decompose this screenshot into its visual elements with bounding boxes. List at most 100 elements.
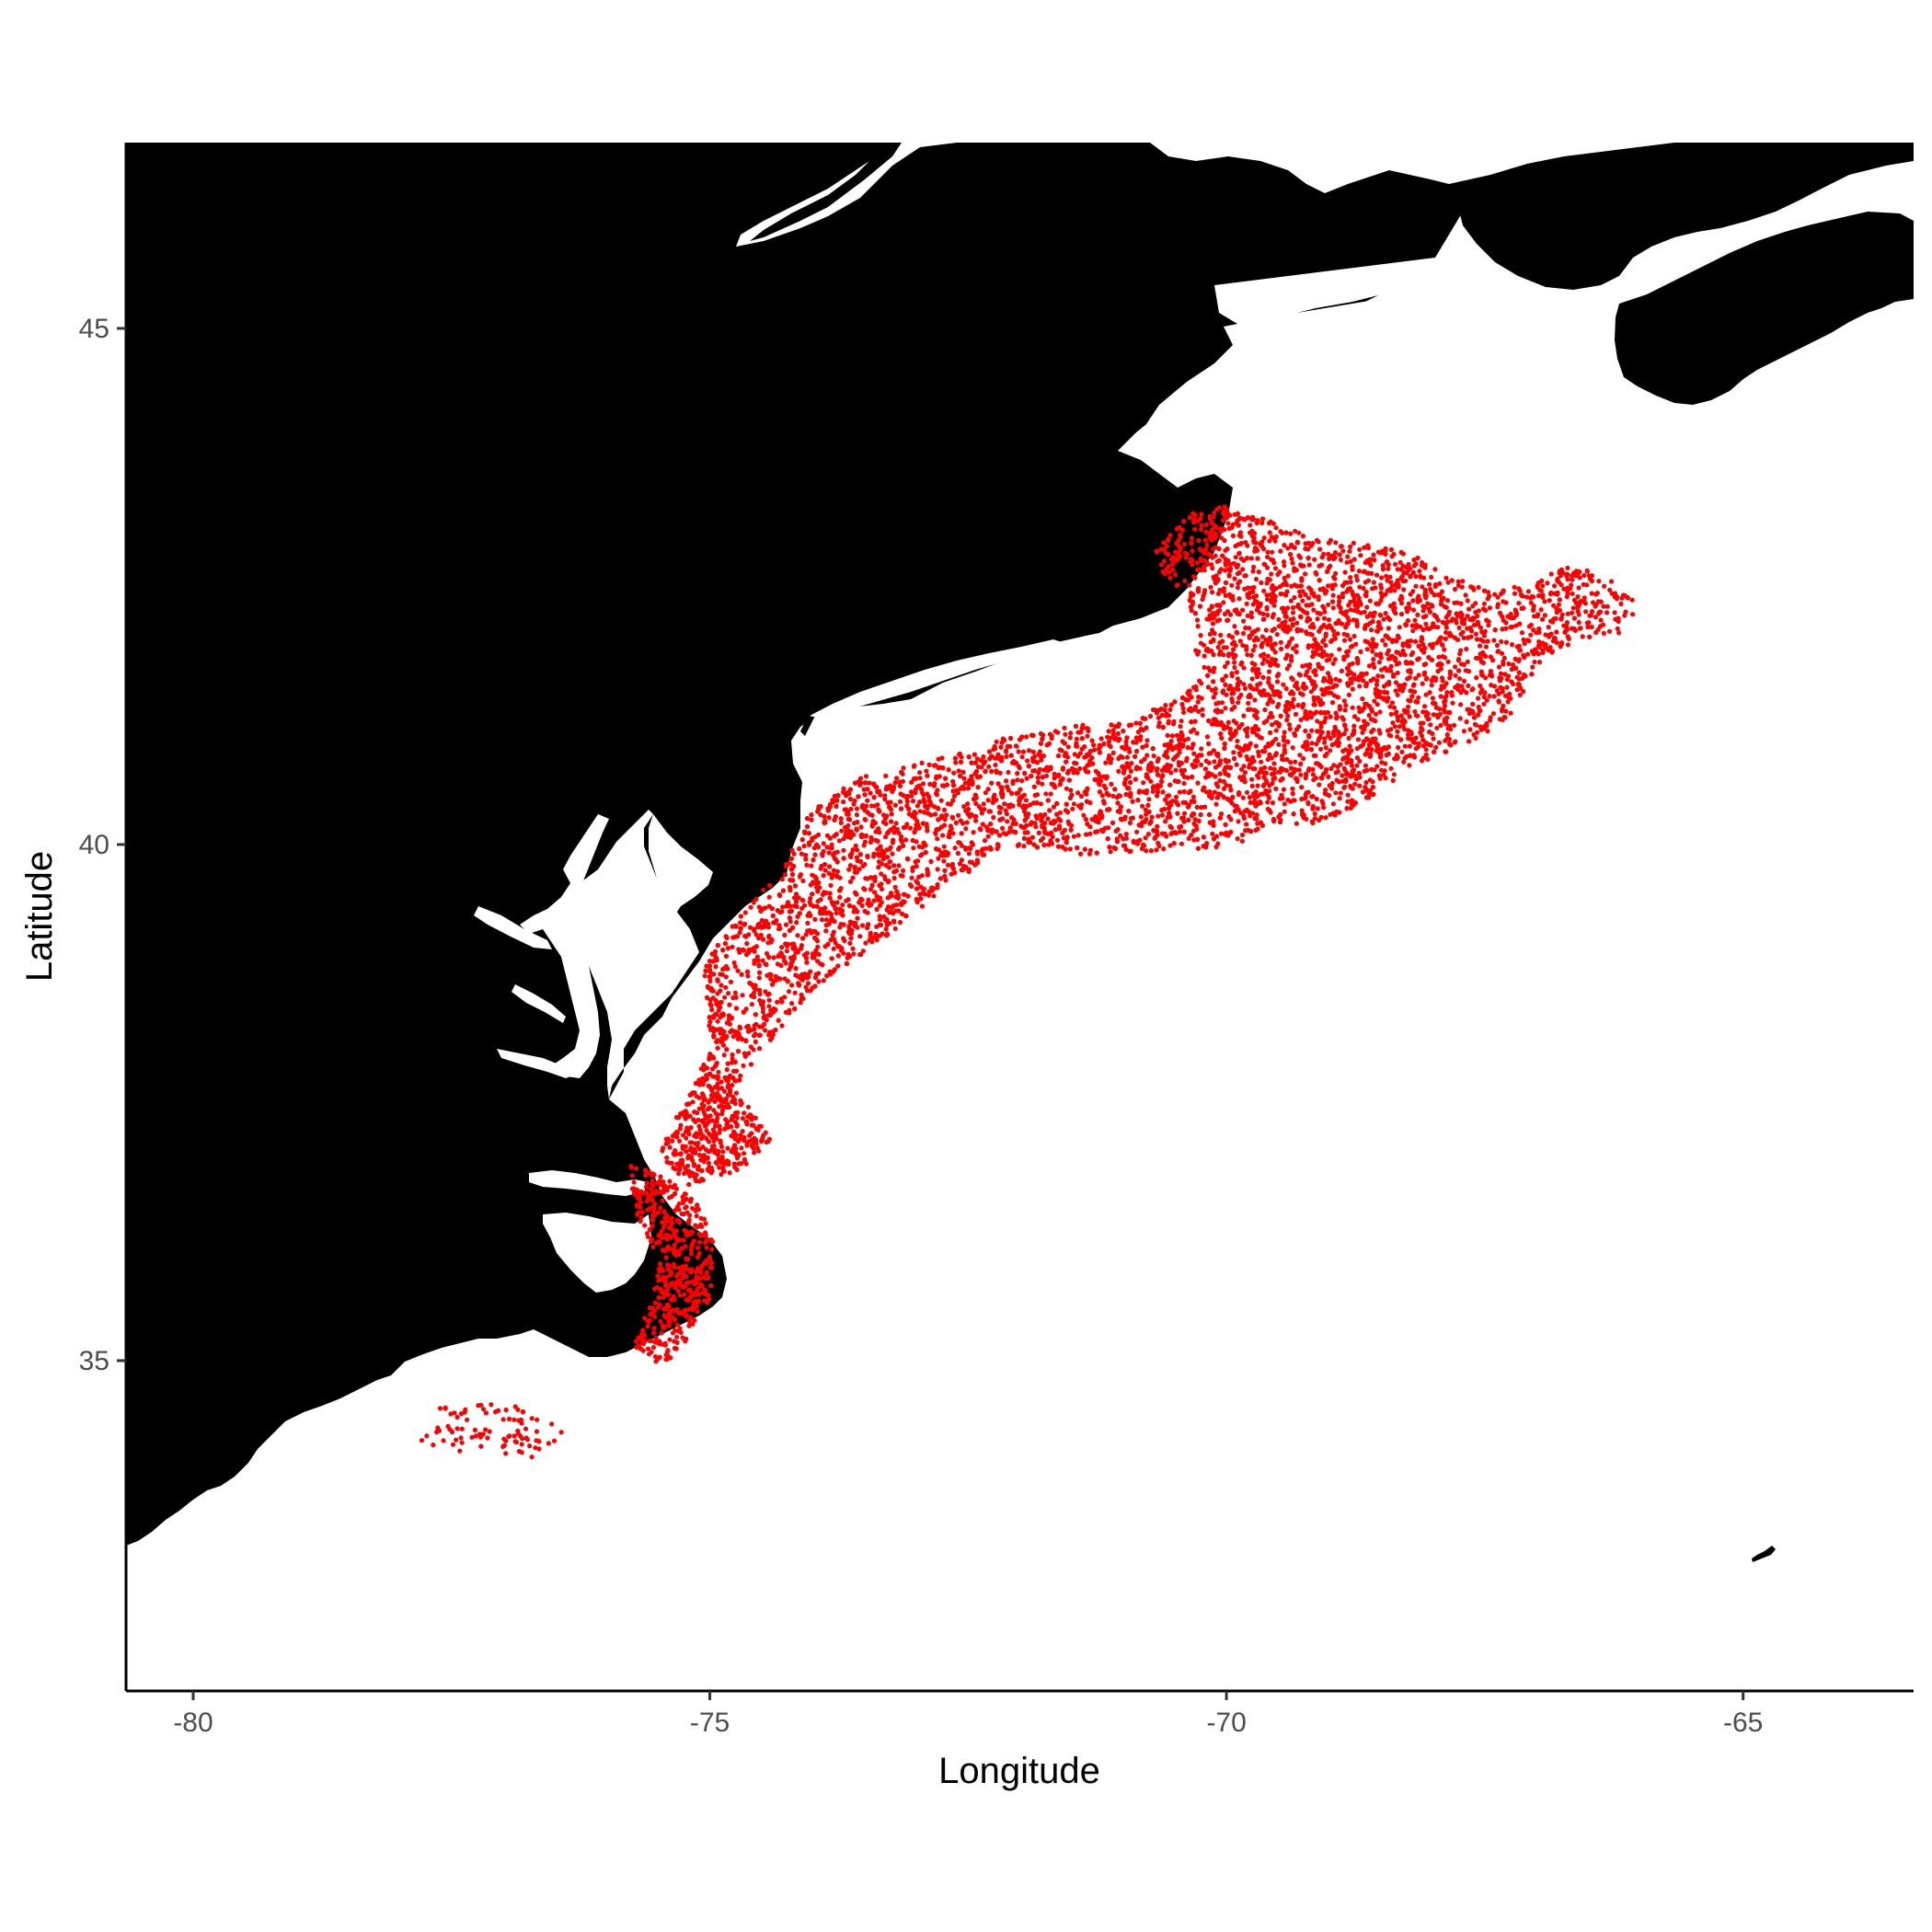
survey-point (827, 969, 833, 974)
survey-point (686, 1220, 692, 1225)
survey-point (797, 845, 802, 852)
survey-point (914, 803, 921, 809)
survey-point (921, 840, 926, 845)
survey-point (1180, 706, 1186, 711)
survey-point (1155, 789, 1161, 795)
survey-point (678, 1111, 684, 1117)
survey-point (867, 780, 872, 786)
survey-point (649, 1338, 654, 1343)
survey-point (645, 1323, 650, 1329)
survey-point (946, 834, 951, 839)
survey-point (845, 951, 851, 957)
survey-point (443, 1405, 448, 1410)
survey-point (1504, 676, 1511, 683)
survey-point (711, 972, 717, 977)
survey-point (793, 891, 799, 897)
survey-point (1128, 848, 1133, 854)
survey-point (1206, 751, 1212, 756)
survey-point (709, 1239, 716, 1245)
survey-point (710, 1127, 716, 1133)
survey-point (800, 898, 806, 903)
survey-point (707, 959, 713, 964)
survey-point (875, 788, 880, 795)
survey-point (1143, 835, 1148, 841)
survey-point (838, 816, 844, 822)
survey-point (711, 1092, 717, 1098)
survey-point (1156, 715, 1161, 720)
survey-point (1186, 835, 1191, 842)
survey-point (818, 897, 823, 903)
survey-point (1153, 707, 1158, 713)
survey-point (1179, 841, 1184, 846)
survey-point (869, 939, 875, 945)
survey-point (951, 793, 957, 799)
survey-point (926, 762, 932, 767)
survey-point (1017, 737, 1023, 742)
survey-point (1040, 781, 1045, 787)
survey-point (1204, 841, 1210, 846)
survey-point (811, 955, 817, 960)
survey-point (672, 1191, 677, 1197)
survey-point (1078, 851, 1084, 857)
survey-point (697, 1268, 703, 1273)
survey-point (998, 744, 1004, 750)
survey-point (1140, 820, 1145, 825)
survey-point (703, 1230, 708, 1236)
survey-point (1539, 616, 1546, 622)
survey-point (1013, 821, 1018, 826)
survey-point (1343, 703, 1349, 708)
survey-point (523, 1426, 529, 1432)
survey-point (667, 1179, 673, 1184)
survey-point (707, 1015, 712, 1020)
survey-point (745, 1029, 752, 1034)
survey-point (1231, 755, 1237, 762)
survey-point (1141, 780, 1146, 786)
survey-point (1218, 731, 1224, 737)
survey-point (1133, 749, 1140, 754)
survey-point (793, 966, 799, 972)
survey-point (915, 880, 921, 886)
survey-point (948, 828, 953, 834)
survey-point (1347, 743, 1352, 749)
survey-point (1128, 790, 1133, 797)
survey-point (851, 951, 857, 957)
survey-point (1223, 757, 1228, 763)
survey-point (752, 1150, 757, 1156)
survey-point (920, 781, 926, 787)
survey-point (903, 837, 909, 843)
survey-point (1201, 834, 1206, 840)
survey-point (726, 991, 731, 996)
survey-point (1222, 831, 1228, 837)
survey-point (903, 913, 909, 919)
survey-point (821, 978, 826, 983)
survey-point (854, 827, 859, 833)
survey-point (1066, 777, 1072, 783)
survey-point (1216, 700, 1222, 706)
survey-point (690, 1241, 696, 1247)
survey-point (918, 896, 924, 902)
land-bermuda (1752, 1546, 1776, 1562)
water-long-island-sound (810, 639, 1067, 719)
survey-point (1063, 731, 1068, 737)
survey-point (959, 868, 964, 873)
survey-point (1200, 712, 1205, 718)
survey-point (803, 857, 809, 862)
survey-point (761, 937, 766, 942)
survey-point (1034, 800, 1040, 806)
survey-point (720, 1160, 727, 1166)
survey-point (782, 872, 788, 878)
survey-point (766, 1032, 772, 1038)
survey-point (714, 1027, 719, 1032)
survey-point (808, 902, 813, 907)
survey-point (926, 892, 932, 898)
survey-point (805, 981, 811, 986)
survey-point (854, 812, 860, 818)
survey-point (694, 1094, 699, 1099)
survey-point (980, 852, 985, 857)
survey-point (1109, 722, 1114, 728)
survey-point (917, 799, 923, 805)
survey-point (1392, 724, 1397, 730)
survey-point (1040, 736, 1045, 742)
survey-point (830, 798, 835, 803)
survey-point (445, 1423, 451, 1429)
